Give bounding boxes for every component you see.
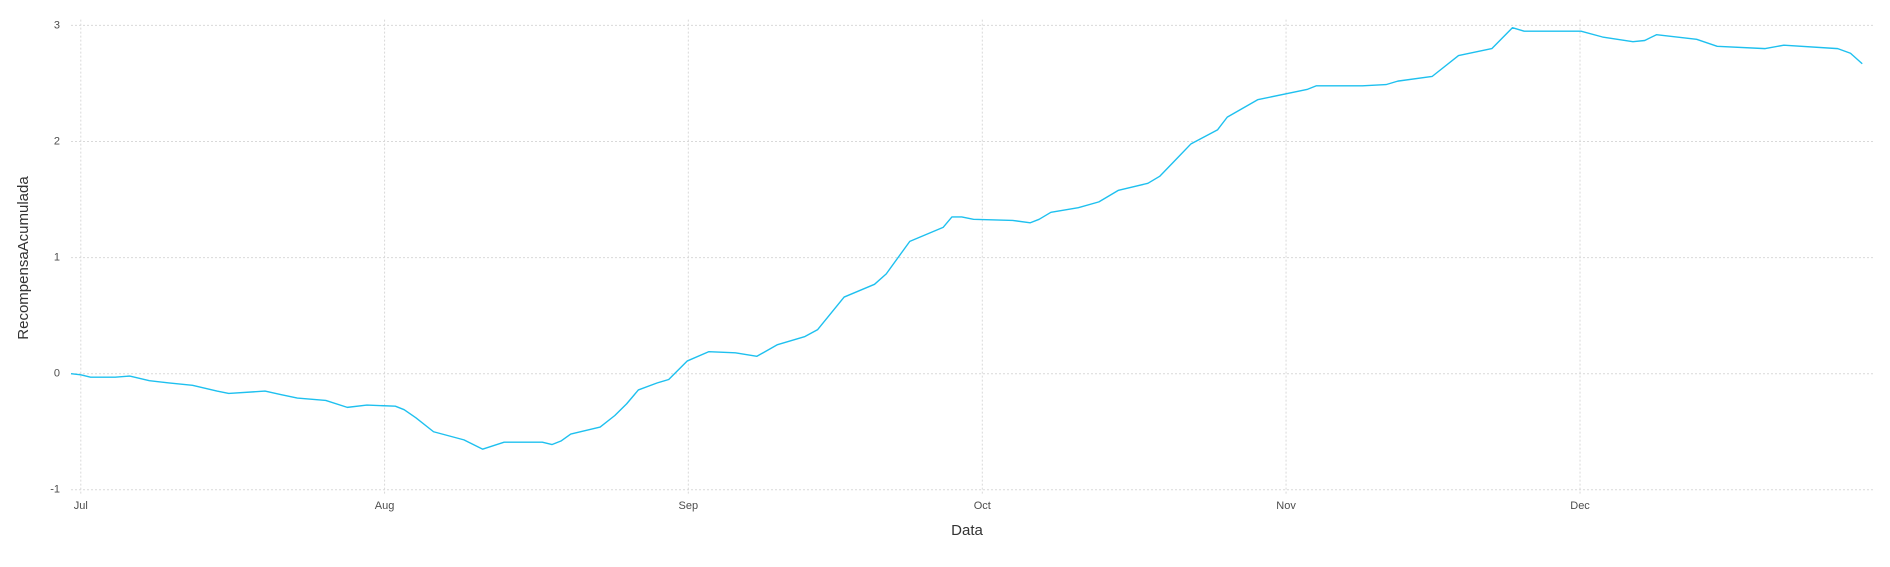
y-tick-label: 3 xyxy=(54,19,60,31)
y-tick-label: -1 xyxy=(50,484,60,496)
x-tick-label: Aug xyxy=(375,500,395,512)
y-tick-label: 0 xyxy=(54,368,60,380)
x-axis-title: Data xyxy=(951,522,983,539)
x-tick-label: Sep xyxy=(679,500,699,512)
x-tick-label: Jul xyxy=(74,500,88,512)
x-tick-label: Oct xyxy=(974,500,991,512)
data-line xyxy=(70,27,1863,450)
y-axis-title: RecompensaAcumulada xyxy=(15,176,32,340)
x-tick-label: Dec xyxy=(1570,500,1590,512)
x-tick-label: Nov xyxy=(1276,500,1296,512)
y-tick-label: 2 xyxy=(54,135,60,147)
y-tick-label: 1 xyxy=(54,252,60,264)
